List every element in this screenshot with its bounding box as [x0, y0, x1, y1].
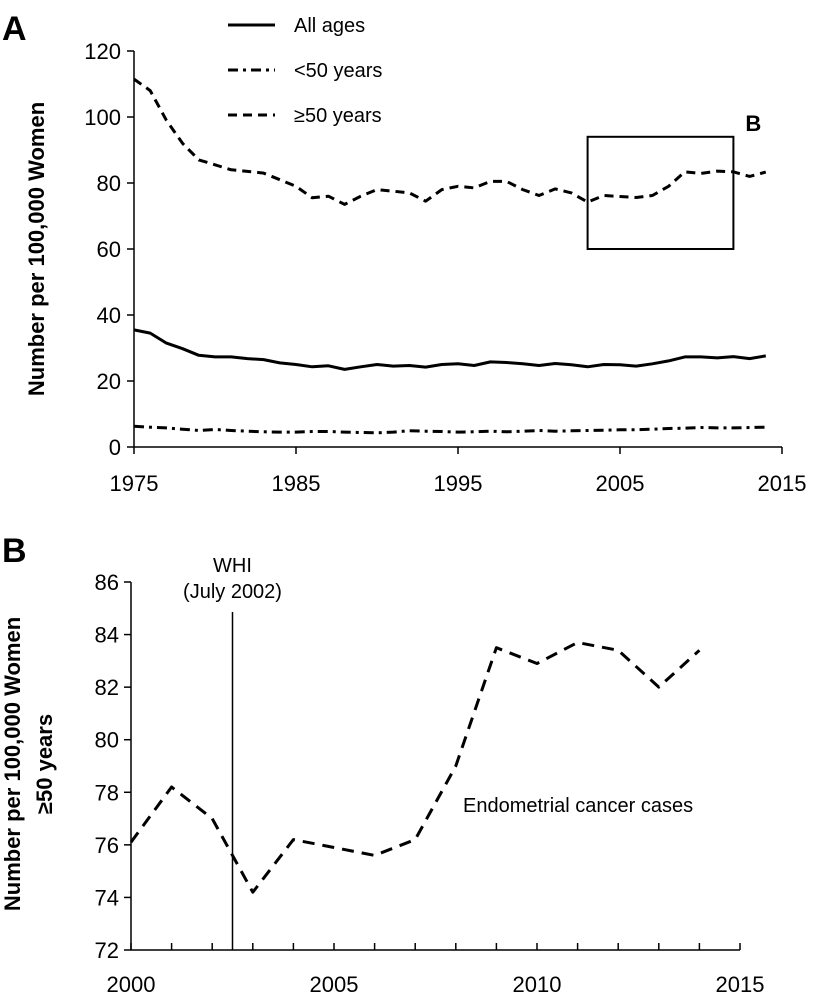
y-tick-label: 76: [95, 833, 119, 858]
whi-date-label: (July 2002): [183, 581, 282, 603]
zoom-box-label: B: [745, 111, 761, 136]
series-line-all-ages: [133, 328, 767, 371]
x-tick-label: 2000: [107, 972, 156, 997]
panel-b-series: [129, 641, 701, 894]
x-tick-label: 1995: [434, 471, 483, 496]
y-tick-label: 80: [97, 171, 121, 196]
panel-b-y-axis-label-line2: ≥50 years: [32, 714, 57, 814]
panel-a-label: A: [2, 10, 27, 48]
x-tick-label: 1975: [110, 471, 159, 496]
y-tick-label: 120: [84, 39, 121, 64]
panel-a-legend: All ages <50 years ≥50 years: [228, 15, 382, 127]
panel-b-whi-marker: WHI (July 2002): [183, 555, 282, 950]
x-tick-label: 1985: [272, 471, 321, 496]
legend-label-all-ages: All ages: [294, 15, 365, 37]
panel-b-y-ticks: 72 74 76 78 80 82 84 86: [95, 570, 131, 963]
series-line--50-years: [133, 77, 767, 206]
y-tick-label: 80: [95, 728, 119, 753]
whi-label: WHI: [213, 555, 252, 577]
panel-a-x-ticks: 1975 1985 1995 2005 2015: [110, 447, 807, 496]
legend-label-50-plus: ≥50 years: [294, 105, 382, 127]
panel-b-label: B: [2, 532, 27, 570]
y-tick-label: 78: [95, 780, 119, 805]
panel-a-y-ticks: 0 20 40 60 80 100 120: [84, 39, 134, 460]
y-tick-label: 20: [97, 369, 121, 394]
y-tick-label: 40: [97, 303, 121, 328]
panel-a-y-axis-label: Number per 100,000 Women: [24, 102, 49, 396]
y-tick-label: 84: [95, 623, 119, 648]
series-line-endometrial-cases: [129, 641, 701, 894]
panel-b-y-axis-label-line1: Number per 100,000 Women: [0, 617, 25, 911]
x-tick-label: 2005: [310, 972, 359, 997]
y-tick-label: 86: [95, 570, 119, 595]
y-tick-label: 82: [95, 675, 119, 700]
panel-b-x-ticks: 2000 2005 2010 2015: [107, 943, 765, 997]
y-tick-label: 100: [84, 105, 121, 130]
panel-a-series: [133, 77, 767, 435]
x-tick-label: 2015: [758, 471, 807, 496]
series-line--50-years: [133, 424, 766, 435]
x-tick-label: 2005: [596, 471, 645, 496]
x-tick-label: 2015: [716, 972, 765, 997]
zoom-box-rect: [586, 135, 735, 250]
x-tick-label: 2010: [513, 972, 562, 997]
y-tick-label: 74: [95, 885, 119, 910]
legend-label-under-50: <50 years: [294, 60, 382, 82]
y-tick-label: 0: [109, 435, 121, 460]
y-tick-label: 60: [97, 237, 121, 262]
series-annotation: Endometrial cancer cases: [463, 795, 693, 817]
y-tick-label: 72: [95, 938, 119, 963]
panel-a-zoom-box: B: [586, 111, 761, 250]
